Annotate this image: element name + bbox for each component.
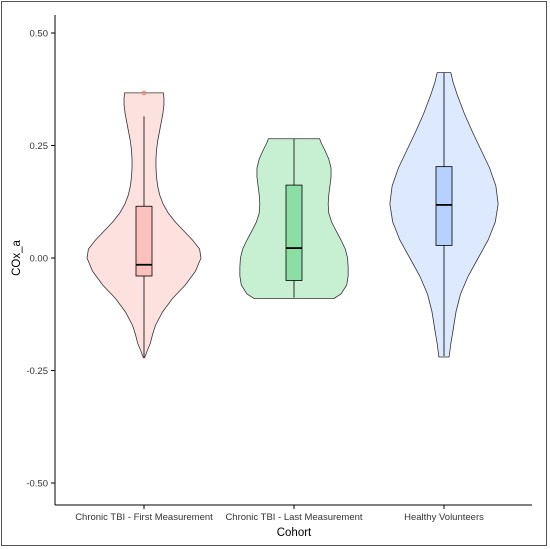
y-tick-label: 0.25 xyxy=(30,141,49,152)
box-iqr xyxy=(135,205,153,277)
y-tick-label: 0.00 xyxy=(30,254,49,265)
violin-group xyxy=(86,90,202,359)
x-tick-label: Chronic TBI - Last Measurement xyxy=(225,512,362,523)
y-tick-label: 0.50 xyxy=(30,29,49,40)
x-tick-label: Chronic TBI - First Measurement xyxy=(75,512,213,523)
violins-layer xyxy=(86,72,499,359)
y-tick-label: -0.50 xyxy=(26,479,48,490)
outlier-point xyxy=(141,90,147,96)
x-axis-label: Cohort xyxy=(277,527,312,539)
violin-group xyxy=(239,138,349,299)
violin-group xyxy=(389,72,499,358)
x-tick-label: Healthy Volunteers xyxy=(404,512,484,523)
x-ticks-layer: Chronic TBI - First Measurement Chronic T… xyxy=(75,505,484,523)
y-tick-label: -0.25 xyxy=(26,366,48,377)
violin-shape xyxy=(86,92,202,359)
violin-shape xyxy=(389,72,499,358)
box-iqr xyxy=(435,166,453,246)
box-iqr xyxy=(285,184,303,281)
y-axis-label: COx_a xyxy=(11,240,23,276)
violin-shape xyxy=(239,138,349,299)
y-ticks-layer: -0.50 -0.25 0.00 0.25 0.50 xyxy=(26,29,55,490)
